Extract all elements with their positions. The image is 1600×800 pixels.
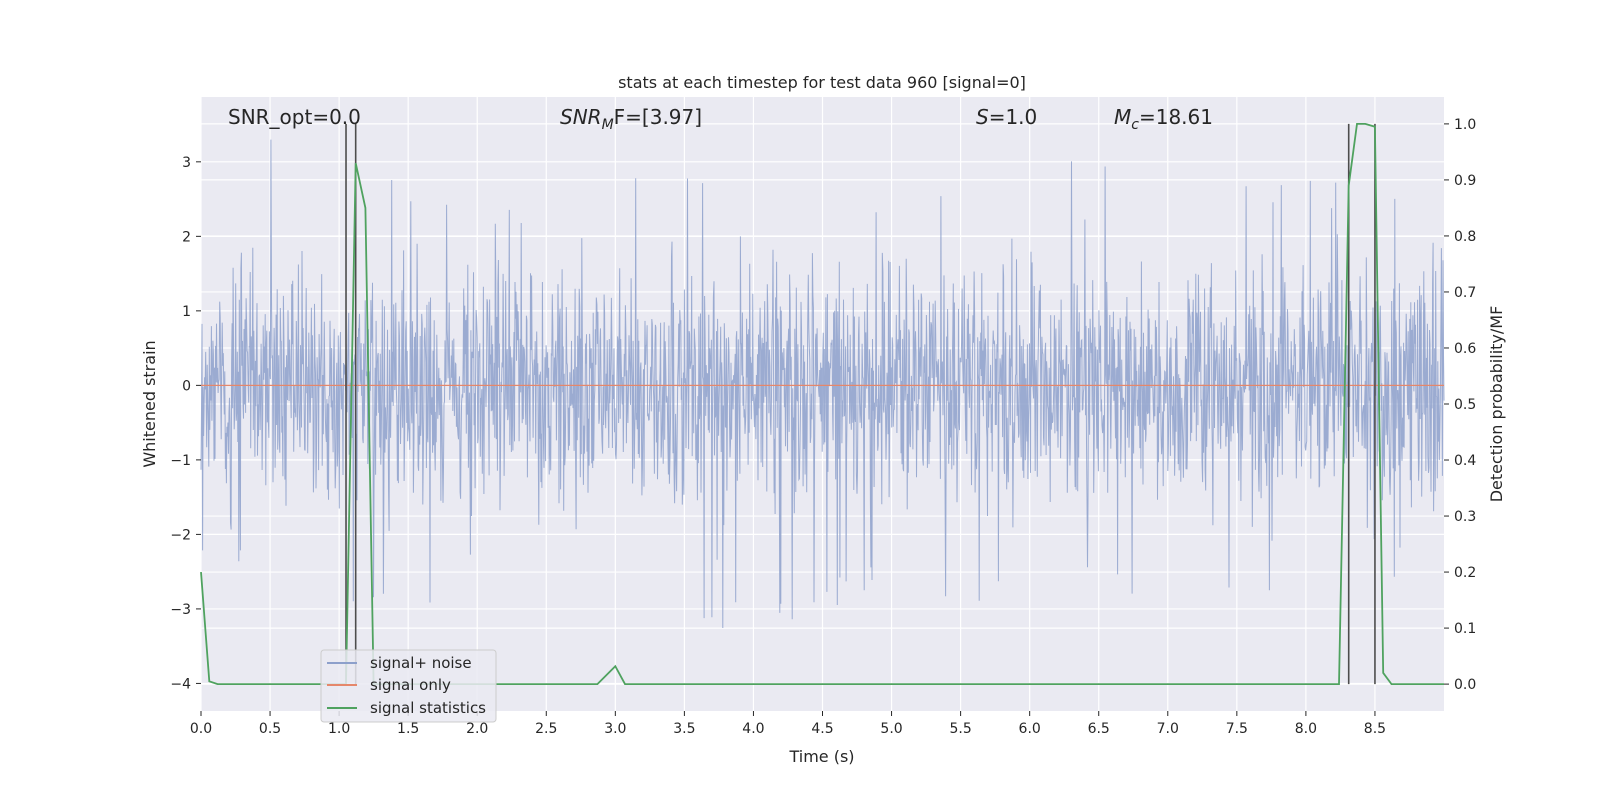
y-right-tick-label: 0.8: [1454, 229, 1476, 245]
y-axis-right-label: Detection probability/MF: [1487, 306, 1506, 503]
x-tick-label: 3.0: [604, 721, 626, 737]
annotation-snr-mf-tail: F=[3.97]: [614, 105, 702, 129]
x-tick-label: 6.0: [1019, 721, 1041, 737]
y-left-tick-label: −1: [170, 453, 191, 469]
y-left-tick-label: −2: [170, 527, 191, 543]
x-tick-label: 2.0: [466, 721, 488, 737]
x-tick-label: 3.5: [673, 721, 695, 737]
legend-label-signal-noise: signal+ noise: [370, 654, 472, 672]
annotation-mc: Mc=18.61: [1114, 105, 1213, 133]
annotation-snr-opt: SNR_opt=0.0: [228, 105, 361, 129]
y-axis-left-label: Whitened strain: [140, 340, 159, 467]
y-right-tick-label: 0.4: [1454, 453, 1476, 469]
x-tick-label: 8.0: [1295, 721, 1317, 737]
y-axis-left: −4 −3 −2 −1 0 1 2 3: [170, 155, 201, 692]
x-tick-label: 7.0: [1157, 721, 1179, 737]
y-left-tick-label: 0: [182, 378, 191, 394]
x-axis: 0.0 0.5 1.0 1.5 2.0 2.5 3.0 3.5 4.0 4.5 5.0 5.5 6.0 6…: [190, 711, 1386, 737]
x-axis-label: Time (s): [788, 747, 854, 766]
y-left-tick-label: 3: [182, 155, 191, 171]
x-tick-label: 7.5: [1226, 721, 1248, 737]
annotation-s: S=1.0: [976, 105, 1037, 129]
annotation-snr-mf: SNRMF=[3.97]: [560, 105, 702, 133]
y-right-tick-label: 0.7: [1454, 285, 1476, 301]
annotation-mc-tail: =18.61: [1139, 105, 1213, 129]
y-right-tick-label: 0.2: [1454, 565, 1476, 581]
y-left-tick-label: 1: [182, 304, 191, 320]
annotation-snr-mf-sub: M: [602, 117, 614, 133]
y-left-tick-label: 2: [182, 229, 191, 245]
annotation-s-main: S: [976, 105, 989, 129]
y-right-tick-label: 1.0: [1454, 117, 1476, 133]
x-tick-label: 4.0: [742, 721, 764, 737]
y-right-tick-label: 0.3: [1454, 509, 1476, 525]
y-right-tick-label: 0.0: [1454, 677, 1476, 693]
x-tick-label: 5.0: [880, 721, 902, 737]
x-tick-label: 0.0: [190, 721, 212, 737]
x-tick-label: 1.0: [328, 721, 350, 737]
x-tick-label: 6.5: [1088, 721, 1110, 737]
x-tick-label: 0.5: [259, 721, 281, 737]
x-tick-label: 2.5: [535, 721, 557, 737]
legend-label-signal-only: signal only: [370, 676, 451, 694]
annotation-snr-mf-main: SNR: [560, 105, 602, 129]
legend: signal+ noise signal only signal statist…: [320, 649, 497, 723]
annotation-s-tail: =1.0: [989, 105, 1038, 129]
annotation-mc-main: M: [1114, 105, 1131, 129]
series-line-signal-noise: [200, 139, 1445, 629]
y-right-tick-label: 0.6: [1454, 341, 1476, 357]
x-tick-label: 8.5: [1364, 721, 1386, 737]
y-axis-right: 0.0 0.1 0.2 0.3 0.4 0.5 0.6 0.7 0.8 0.9 1.0: [1444, 117, 1476, 693]
y-right-tick-label: 0.5: [1454, 397, 1476, 413]
x-tick-label: 1.5: [397, 721, 419, 737]
legend-label-signal-statistics: signal statistics: [370, 699, 486, 717]
y-right-tick-label: 0.9: [1454, 173, 1476, 189]
y-left-tick-label: −4: [170, 676, 191, 692]
y-left-tick-label: −3: [170, 602, 191, 618]
y-right-tick-label: 0.1: [1454, 621, 1476, 637]
chart-title: stats at each timestep for test data 960…: [618, 73, 1026, 92]
x-tick-label: 5.5: [949, 721, 971, 737]
x-tick-label: 4.5: [811, 721, 833, 737]
signal-noise-series: [200, 139, 1445, 629]
annotation-mc-sub: c: [1131, 117, 1139, 133]
legend-box: [320, 649, 497, 723]
